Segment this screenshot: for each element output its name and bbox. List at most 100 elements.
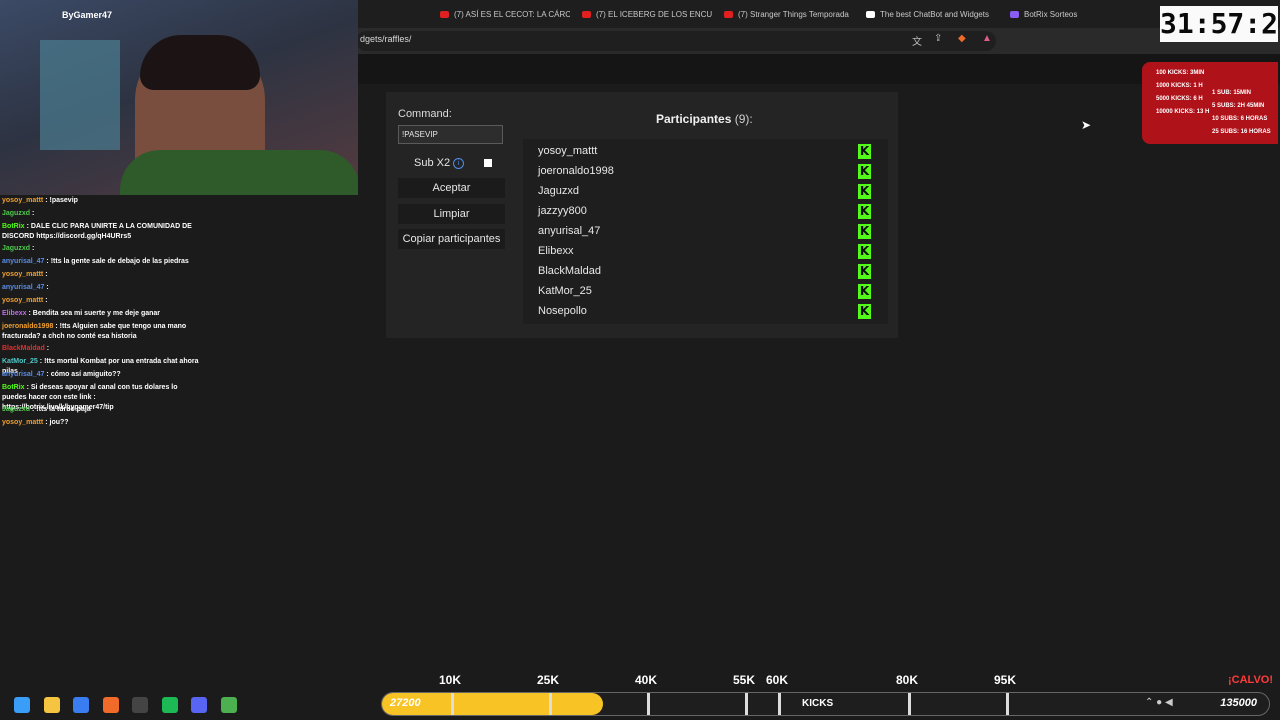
translate-icon[interactable]: 文 [912, 37, 922, 48]
windows-icon[interactable] [14, 697, 30, 713]
streamer-hair [140, 35, 260, 90]
tab-title: (7) Stranger Things Temporada [738, 9, 849, 19]
tray-chevron-icon[interactable]: ⌃ [1145, 697, 1154, 708]
participant-name: Elibexx [538, 245, 574, 257]
participant-name: KatMor_25 [538, 285, 592, 297]
tab-favicon-icon [582, 10, 591, 18]
browser-tab[interactable]: BotRix Sorteos [1010, 6, 1090, 22]
browser-tab[interactable]: (7) Stranger Things Temporada [724, 6, 854, 22]
milestone-label: 95K [993, 673, 1017, 687]
milestone-tick [778, 693, 781, 715]
accept-button[interactable]: Aceptar [398, 178, 505, 198]
participant-row: jazzyy800 K [523, 203, 888, 223]
goal-kicks: 1000 KICKS: 1 H [1156, 83, 1203, 89]
chat-text: : !tts la turbo paja [32, 406, 91, 413]
browser-tab[interactable]: (7) EL ICEBERG DE LOS ENCUE [582, 6, 712, 22]
participant-row: joeronaldo1998 K [523, 163, 888, 183]
sub-x2-checkbox[interactable] [484, 159, 492, 167]
tab-favicon-icon [1010, 10, 1019, 18]
mouse-cursor-icon: ➤ [1081, 118, 1092, 132]
participant-name: BlackMaldad [538, 265, 601, 277]
milestone-tick [647, 693, 650, 715]
chat-username: yosoy_mattt [2, 297, 44, 304]
participant-row: KatMor_25 K [523, 283, 888, 303]
milestone-tick [745, 693, 748, 715]
participant-row: yosoy_mattt K [523, 143, 888, 163]
windows-taskbar [0, 690, 380, 720]
chat-message: BlackMaldad: [2, 344, 202, 354]
channel-name: ByGamer47 [62, 10, 113, 20]
tab-title: The best ChatBot and Widgets [880, 9, 989, 19]
goal-subs: 10 SUBS: 6 HORAS [1212, 116, 1268, 122]
clear-button[interactable]: Limpiar [398, 204, 505, 224]
participant-row: Elibexx K [523, 243, 888, 263]
system-tray: ⌃ ● ◀ [1145, 697, 1173, 708]
chat-username: anyurisal_47 [2, 371, 45, 378]
chat-username: KatMor_25 [2, 358, 38, 365]
participant-row: BlackMaldad K [523, 263, 888, 283]
share-icon[interactable]: ⇪ [934, 33, 943, 44]
chat-message: anyurisal_47: cómo así amiguito?? [2, 370, 202, 380]
milestone-tick [1006, 693, 1009, 715]
chat-message: yosoy_mattt: jou?? [2, 418, 202, 428]
chat-username: Jaguzxd [2, 406, 31, 413]
chat-message: yosoy_mattt: [2, 270, 202, 280]
milestone-label: 80K [895, 673, 919, 687]
url-field[interactable]: dgets/raffles/ [356, 31, 996, 51]
milestone-label: 55K [732, 673, 756, 687]
chat-username: BotRix [2, 223, 25, 230]
chat-username: yosoy_mattt [2, 419, 44, 426]
chat-text: : [46, 284, 49, 291]
participants-count: (9): [734, 112, 753, 126]
spotify-icon[interactable] [161, 697, 178, 713]
milestone-tick [549, 693, 552, 715]
brave-shield-icon[interactable]: ◆ [958, 33, 966, 44]
chat-message: anyurisal_47: !tts la gente sale de deba… [2, 257, 202, 267]
kick-icon: K [858, 184, 871, 199]
milestone-label: 25K [536, 673, 560, 687]
browser-tab[interactable]: The best ChatBot and Widgets [866, 6, 996, 22]
kick-icon: K [858, 244, 871, 259]
tab-favicon-icon [440, 10, 449, 18]
participants-title-text: Participantes [656, 112, 732, 126]
chat-text: : cómo así amiguito?? [46, 371, 121, 378]
microphone-icon[interactable]: ● [1156, 697, 1163, 708]
goal-subs: 5 SUBS: 2H 45MIN [1212, 103, 1265, 109]
minecraft-icon[interactable] [220, 697, 237, 713]
chat-message: Jaguzxd: [2, 209, 202, 219]
chat-text: : DALE CLIC PARA UNIRTE A LA COMUNIDAD D… [2, 223, 192, 240]
chat-message: BotRix: DALE CLIC PARA UNIRTE A LA COMUN… [2, 222, 202, 242]
chat-overlay: yosoy_mattt: !pasevip Jaguzxd: BotRix: DAL… [0, 196, 210, 486]
chat-username: anyurisal_47 [2, 258, 45, 265]
info-icon[interactable]: i [453, 158, 464, 169]
discord-icon[interactable] [191, 697, 207, 713]
tab-title: (7) ASÍ ES EL CECOT: LA CÁRCE [454, 9, 570, 19]
chat-text: : jou?? [45, 419, 69, 426]
brave-icon[interactable] [102, 697, 119, 713]
brave-rewards-icon[interactable]: ▲ [982, 33, 992, 44]
command-input[interactable] [398, 125, 503, 144]
participant-name: joeronaldo1998 [538, 165, 614, 177]
folder-icon[interactable] [43, 697, 60, 713]
kick-icon: K [858, 224, 871, 239]
chat-text: : !tts Alguien sabe que tengo una mano f… [2, 323, 187, 340]
milestone-label: 60K [765, 673, 789, 687]
browser-tab[interactable]: (7) ASÍ ES EL CECOT: LA CÁRCE [440, 6, 570, 22]
copy-participants-button[interactable]: Copiar participantes [398, 229, 505, 249]
kick-icon: K [858, 204, 871, 219]
chat-message: Elibexx: Bendita sea mi suerte y me deje… [2, 309, 202, 319]
obs-icon[interactable] [132, 697, 148, 713]
chat-username: joeronaldo1998 [2, 323, 54, 330]
volume-icon[interactable]: ◀ [1165, 697, 1173, 708]
chat-username: BlackMaldad [2, 345, 45, 352]
webcam-shelf [40, 40, 120, 150]
participant-name: Jaguzxd [538, 185, 579, 197]
kick-icon: K [858, 304, 871, 319]
chat-username: yosoy_mattt [2, 271, 44, 278]
goal-kicks: 5000 KICKS: 6 H [1156, 96, 1203, 102]
chat-message: yosoy_mattt: !pasevip [2, 196, 202, 206]
kicks-goal: 135000 [1220, 697, 1257, 709]
store-icon[interactable] [73, 697, 89, 713]
tab-title: BotRix Sorteos [1024, 9, 1078, 19]
